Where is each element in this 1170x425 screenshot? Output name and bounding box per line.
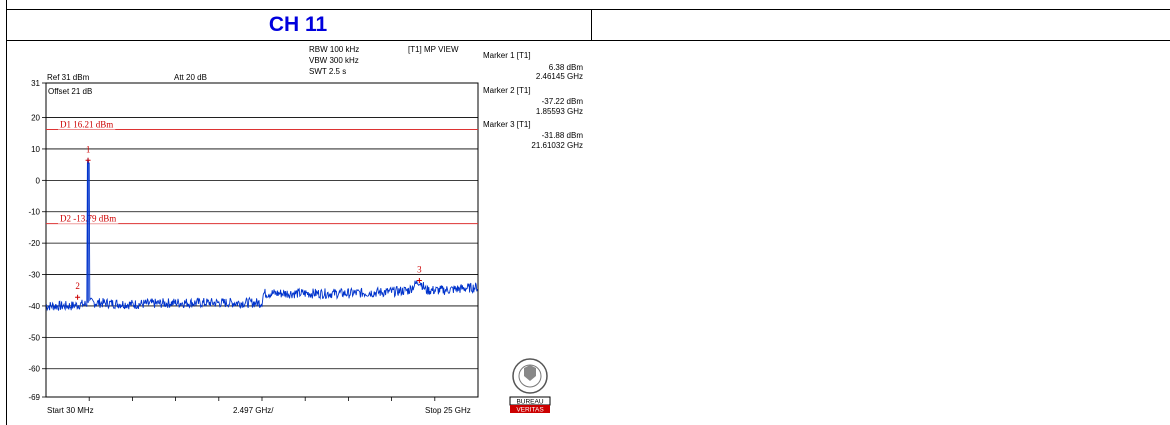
logo-shield-icon xyxy=(524,365,536,381)
logo-bar-bottom-text: VERITAS xyxy=(516,407,544,414)
vbw-text: VBW 300 kHz xyxy=(309,56,359,65)
bureau-veritas-logo: BUREAU VERITAS xyxy=(509,358,551,414)
marker-1: 1 xyxy=(85,144,91,163)
x-center-label: 2.497 GHz/ xyxy=(233,406,274,415)
y-tick-label: -20 xyxy=(28,239,40,248)
x-start-label: Start 30 MHz xyxy=(47,406,94,415)
marker-3-cross xyxy=(416,277,422,283)
y-tick-label: -10 xyxy=(28,208,40,217)
plot-frame xyxy=(45,82,479,398)
marker-readout-3: Marker 3 [T1] -31.88 dBm 21.61032 GHz xyxy=(483,120,583,150)
marker-2-level: -37.22 dBm xyxy=(542,97,584,106)
marker-1-freq: 2.46145 GHz xyxy=(536,72,583,81)
display-line-label-bg xyxy=(58,120,116,130)
marker-3-freq: 21.61032 GHz xyxy=(531,141,583,150)
marker-1-level: 6.38 dBm xyxy=(549,63,584,72)
marker-2-cross xyxy=(75,294,81,300)
y-tick-label: -60 xyxy=(28,365,40,374)
logo-bar-top-text: BUREAU xyxy=(516,399,543,406)
att-text: Att 20 dB xyxy=(174,73,207,82)
logo-bar-bottom xyxy=(510,405,550,413)
marker-3-number: 3 xyxy=(417,264,422,274)
marker-2-number: 2 xyxy=(75,281,80,291)
marker-readout-2: Marker 2 [T1] -37.22 dBm 1.85593 GHz xyxy=(483,86,583,116)
marker-1-label: Marker 1 [T1] xyxy=(483,51,531,60)
ref-text: Ref 31 dBm xyxy=(47,73,90,82)
rbw-text: RBW 100 kHz xyxy=(309,45,359,54)
y-tick-label: -40 xyxy=(28,302,40,311)
table-row-border xyxy=(6,40,1170,41)
marker-3-label: Marker 3 [T1] xyxy=(483,120,531,129)
marker-3-level: -31.88 dBm xyxy=(542,131,584,140)
marker-2-label: Marker 2 [T1] xyxy=(483,86,531,95)
display-line-label-D1: D1 16.21 dBm xyxy=(60,119,113,129)
marker-1-cross xyxy=(85,157,91,163)
spectrum-trace xyxy=(45,157,478,312)
marker-readout-1: Marker 1 [T1] 6.38 dBm 2.46145 GHz xyxy=(483,51,583,81)
table-top-border xyxy=(6,9,1170,10)
y-tick-label: 0 xyxy=(36,176,41,185)
table-cell-divider xyxy=(591,9,592,41)
marker-3: 3 xyxy=(416,264,422,283)
y-tick-label: -69 xyxy=(28,393,40,402)
logo-seal-outer xyxy=(512,358,548,394)
y-tick-label: 10 xyxy=(31,145,40,154)
y-tick-label: 20 xyxy=(31,114,40,123)
channel-title: CH 11 xyxy=(268,13,328,36)
y-tick-label: 31 xyxy=(31,79,40,88)
view-text: [T1] MP VIEW xyxy=(408,45,459,54)
offset-text: Offset 21 dB xyxy=(48,87,92,96)
swt-text: SWT 2.5 s xyxy=(309,67,346,76)
marker-2-freq: 1.85593 GHz xyxy=(536,107,583,116)
table-left-border xyxy=(6,0,7,425)
marker-layer: 1 2 3 xyxy=(75,144,422,300)
y-tick-label: -30 xyxy=(28,271,40,280)
marker-1-number: 1 xyxy=(86,144,91,154)
marker-2: 2 xyxy=(75,281,81,300)
trace-layer xyxy=(45,157,478,312)
y-tick-label: -50 xyxy=(28,333,40,342)
x-stop-label: Stop 25 GHz xyxy=(425,406,471,415)
